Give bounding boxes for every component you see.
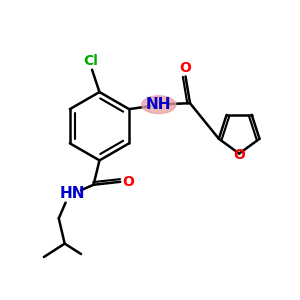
Ellipse shape (142, 96, 176, 114)
Text: O: O (180, 61, 191, 75)
Text: O: O (233, 148, 245, 162)
Text: HN: HN (59, 186, 85, 201)
Text: NH: NH (146, 97, 172, 112)
Text: Cl: Cl (83, 54, 98, 68)
Text: O: O (122, 175, 134, 189)
